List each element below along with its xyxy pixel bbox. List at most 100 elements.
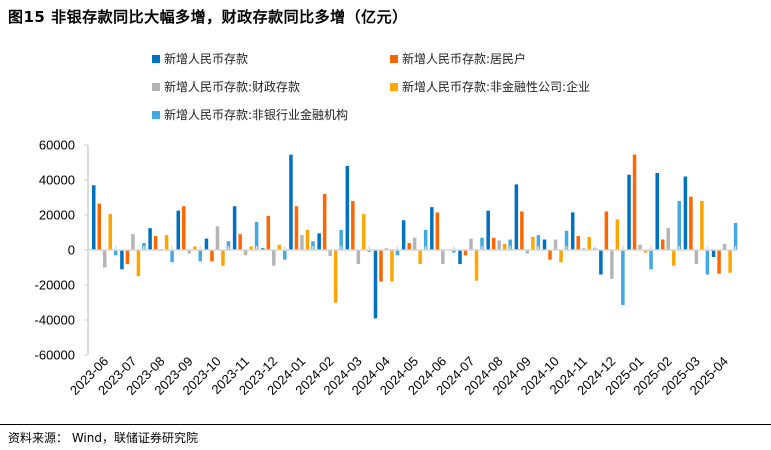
bar	[638, 244, 642, 250]
bar	[283, 250, 287, 260]
bar	[193, 246, 197, 250]
bar	[570, 212, 575, 250]
y-tick-label: -20000	[35, 278, 75, 293]
bar	[395, 250, 400, 256]
legend-label: 新增人民币存款:非银行业金融机构	[164, 108, 349, 122]
bar	[458, 250, 462, 264]
bar	[632, 154, 637, 250]
bar	[204, 238, 209, 250]
bar	[238, 234, 242, 250]
bar	[198, 250, 203, 262]
bar	[254, 222, 259, 250]
bar-chart-plot: 6000040000200000-20000-40000-600002023-0…	[35, 138, 738, 398]
chart-title: 图15 非银存款同比大幅多增，财政存款同比多增（亿元）	[8, 8, 408, 26]
bar	[120, 250, 124, 270]
bar	[576, 236, 580, 250]
bar	[683, 176, 688, 250]
bar	[176, 210, 181, 250]
bar	[536, 235, 541, 250]
legend-label: 新增人民币存款:非金融性公司:企业	[402, 80, 591, 94]
bar	[261, 248, 265, 250]
bar	[542, 239, 547, 250]
y-tick-label: -40000	[35, 313, 75, 328]
bar	[474, 250, 479, 281]
bar	[412, 237, 417, 250]
bar	[480, 237, 484, 250]
bar	[356, 250, 361, 264]
bar	[103, 250, 107, 268]
bar	[452, 250, 456, 253]
bar	[333, 250, 338, 303]
bar	[491, 237, 496, 250]
bar	[379, 250, 383, 282]
bar	[215, 226, 220, 250]
bar	[599, 250, 603, 275]
legend-item-total-deposits: 新增人民币存款	[152, 50, 248, 67]
bar	[294, 206, 299, 250]
bar	[401, 220, 406, 250]
bar	[655, 173, 659, 250]
bar	[351, 201, 355, 250]
bar	[514, 184, 519, 250]
bar	[243, 250, 248, 256]
bar	[610, 250, 614, 279]
legend: 新增人民币存款 新增人民币存款:居民户 新增人民币存款:财政存款 新增人民币存款…	[0, 0, 771, 130]
bar	[187, 250, 192, 254]
legend-swatch-icon	[390, 54, 398, 63]
legend-swatch-icon	[152, 54, 160, 63]
bar	[689, 196, 693, 250]
bar	[221, 250, 225, 266]
bar	[300, 235, 304, 250]
bar	[649, 250, 653, 270]
bar	[311, 241, 315, 250]
bar	[666, 228, 670, 250]
bar	[407, 243, 411, 250]
bar	[322, 194, 327, 250]
bar	[418, 250, 422, 264]
bar	[705, 250, 710, 275]
bar	[435, 212, 440, 250]
bar	[469, 238, 473, 250]
bar	[249, 246, 253, 250]
y-tick-label: 0	[68, 243, 75, 258]
bar	[390, 250, 394, 282]
bar	[272, 250, 276, 266]
bar	[384, 248, 389, 250]
bar	[339, 229, 343, 250]
legend-item-enterprise: 新增人民币存款:非金融性公司:企业	[390, 78, 590, 95]
bar	[153, 236, 158, 250]
bar	[525, 250, 530, 254]
bar	[423, 229, 428, 250]
bar	[728, 250, 732, 273]
bar	[677, 201, 681, 250]
bar	[502, 243, 507, 250]
bar	[627, 174, 631, 250]
bar	[164, 235, 169, 250]
bar	[182, 206, 186, 250]
bar	[531, 236, 535, 250]
bar	[97, 203, 101, 250]
bar	[345, 166, 350, 250]
bar	[564, 230, 569, 250]
bar	[587, 236, 591, 250]
bar	[615, 219, 620, 250]
bar	[92, 185, 96, 250]
bar	[131, 234, 135, 250]
y-tick-label: 60000	[39, 138, 75, 153]
legend-label: 新增人民币存款	[164, 52, 249, 66]
legend-swatch-icon	[390, 82, 398, 91]
bar	[373, 250, 378, 319]
bar	[717, 250, 721, 274]
bar	[430, 207, 434, 250]
footer-divider	[0, 424, 771, 425]
bar	[711, 250, 716, 257]
bar	[266, 215, 271, 250]
source-note: 资料来源： Wind，联储证券研究院	[8, 431, 198, 445]
bar	[108, 214, 112, 250]
legend-item-fiscal: 新增人民币存款:财政存款	[152, 78, 300, 95]
legend-item-household: 新增人民币存款:居民户	[390, 50, 526, 67]
legend-swatch-icon	[152, 82, 160, 91]
bar	[497, 240, 501, 250]
bar	[362, 214, 366, 250]
bar	[486, 210, 490, 250]
